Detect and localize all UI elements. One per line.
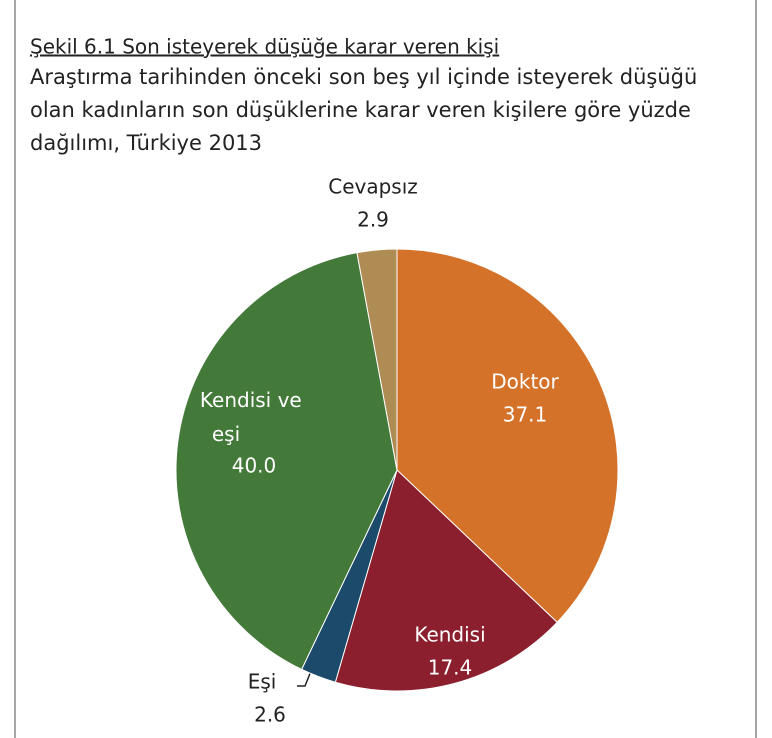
value-label: 40.0 — [232, 454, 277, 478]
slice-label: Eşi — [248, 670, 277, 694]
value-label: 37.1 — [503, 403, 548, 427]
slice-label: Cevapsız — [328, 175, 418, 199]
pie-slice — [175, 252, 398, 671]
leader-line — [297, 670, 312, 687]
subtitle-line: dağılımı, Türkiye 2013 — [30, 131, 262, 155]
value-label: 17.4 — [428, 656, 473, 680]
slice-label: Doktor — [491, 370, 559, 394]
value-label: 2.9 — [357, 208, 389, 232]
pie-slice — [396, 248, 619, 624]
subtitle-line: olan kadınların son düşüklerine karar ve… — [30, 98, 691, 122]
pie-slice — [356, 248, 398, 471]
chart-title: Şekil 6.1 Son isteyerek düşüğe karar ver… — [30, 35, 499, 59]
pie-slice — [334, 469, 558, 692]
subtitle-line: Araştırma tarihinden önceki son beş yıl … — [30, 65, 697, 89]
slice-label: Kendisi — [414, 623, 485, 647]
slice-label: Kendisi ve eşi — [200, 388, 308, 446]
value-label: 2.6 — [254, 703, 286, 727]
